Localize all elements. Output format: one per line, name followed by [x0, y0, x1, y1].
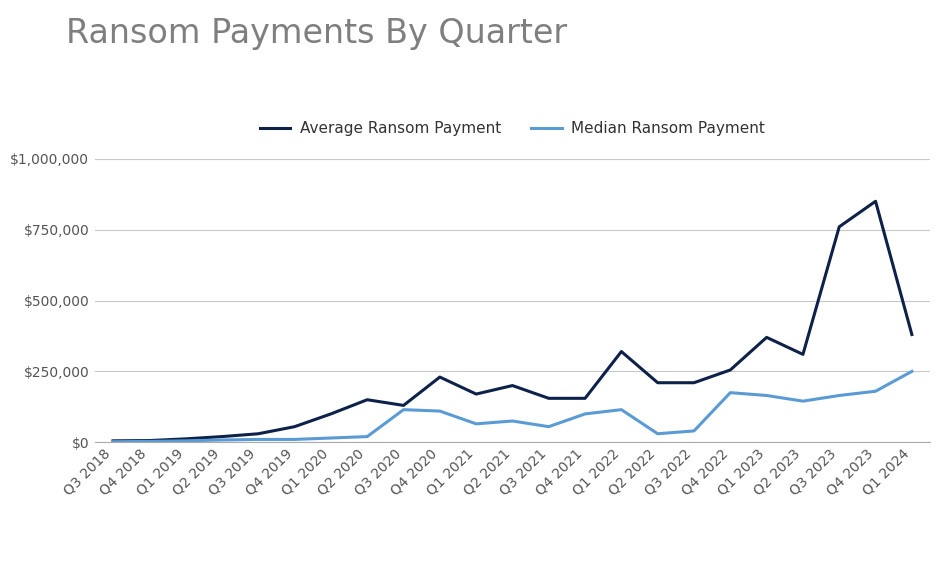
- Average Ransom Payment: [216, 433, 228, 440]
- Line: Median Ransom Payment: Median Ransom Payment: [113, 371, 912, 442]
- Average Ransom Payment: [797, 351, 809, 358]
- Median Ransom Payment: [434, 408, 445, 414]
- Line: Average Ransom Payment: Average Ransom Payment: [113, 201, 912, 441]
- Median Ransom Payment: [362, 433, 373, 440]
- Average Ransom Payment: [652, 379, 663, 386]
- Median Ransom Payment: [543, 423, 554, 430]
- Average Ransom Payment: [725, 367, 736, 374]
- Median Ransom Payment: [797, 398, 809, 405]
- Median Ransom Payment: [870, 388, 882, 395]
- Median Ransom Payment: [833, 392, 845, 399]
- Median Ransom Payment: [252, 436, 264, 443]
- Median Ransom Payment: [326, 435, 337, 442]
- Average Ransom Payment: [434, 374, 445, 380]
- Average Ransom Payment: [580, 395, 591, 402]
- Median Ransom Payment: [398, 407, 409, 413]
- Average Ransom Payment: [870, 198, 882, 205]
- Median Ransom Payment: [652, 430, 663, 437]
- Average Ransom Payment: [143, 437, 155, 444]
- Median Ransom Payment: [180, 438, 192, 445]
- Median Ransom Payment: [616, 407, 627, 413]
- Median Ransom Payment: [288, 436, 300, 443]
- Average Ransom Payment: [398, 402, 409, 409]
- Average Ransom Payment: [616, 348, 627, 355]
- Text: Ransom Payments By Quarter: Ransom Payments By Quarter: [66, 17, 568, 50]
- Average Ransom Payment: [906, 331, 918, 338]
- Median Ransom Payment: [580, 411, 591, 417]
- Average Ransom Payment: [288, 423, 300, 430]
- Median Ransom Payment: [906, 368, 918, 375]
- Legend: Average Ransom Payment, Median Ransom Payment: Average Ransom Payment, Median Ransom Pa…: [253, 115, 772, 142]
- Median Ransom Payment: [107, 438, 119, 445]
- Average Ransom Payment: [180, 435, 192, 442]
- Average Ransom Payment: [362, 396, 373, 403]
- Average Ransom Payment: [688, 379, 699, 386]
- Median Ransom Payment: [507, 417, 518, 424]
- Median Ransom Payment: [471, 421, 482, 428]
- Average Ransom Payment: [761, 334, 772, 341]
- Average Ransom Payment: [252, 430, 264, 437]
- Average Ransom Payment: [833, 223, 845, 230]
- Average Ransom Payment: [107, 438, 119, 445]
- Average Ransom Payment: [471, 391, 482, 397]
- Median Ransom Payment: [143, 438, 155, 445]
- Average Ransom Payment: [326, 411, 337, 417]
- Average Ransom Payment: [507, 382, 518, 389]
- Median Ransom Payment: [216, 437, 228, 443]
- Median Ransom Payment: [725, 389, 736, 396]
- Median Ransom Payment: [688, 428, 699, 434]
- Average Ransom Payment: [543, 395, 554, 402]
- Median Ransom Payment: [761, 392, 772, 399]
